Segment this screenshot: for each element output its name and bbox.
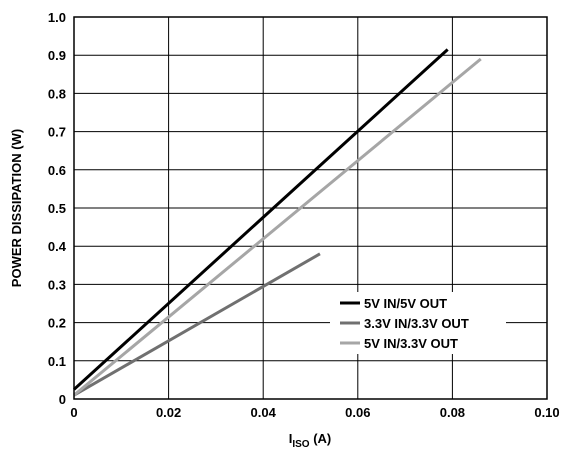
y-tick-label: 0.1 bbox=[48, 354, 66, 369]
series-line-2 bbox=[73, 252, 321, 397]
y-tick-label: 0.8 bbox=[48, 86, 66, 101]
x-axis-label-subscript: ISO bbox=[292, 439, 309, 450]
x-axis-label-unit: (A) bbox=[310, 431, 332, 446]
x-tick-label: 0.02 bbox=[156, 405, 181, 420]
y-tick-label: 0.3 bbox=[48, 277, 66, 292]
plot-frame bbox=[73, 16, 548, 400]
legend-entry: 5V IN/5V OUT bbox=[340, 296, 447, 311]
x-axis-label-main: I bbox=[289, 431, 293, 446]
series-line-3 bbox=[73, 57, 482, 397]
x-tick-label: 0.04 bbox=[251, 405, 277, 420]
x-axis-label: IISO (A) bbox=[289, 431, 332, 450]
y-tick-label: 0.5 bbox=[48, 201, 66, 216]
legend-label-series-1: 5V IN/5V OUT bbox=[364, 296, 447, 311]
legend-label-series-3: 5V IN/3.3V OUT bbox=[364, 336, 458, 351]
y-tick-label: 0.9 bbox=[48, 48, 66, 63]
legend-label-series-2: 3.3V IN/3.3V OUT bbox=[364, 316, 469, 331]
y-tick-label: 0.2 bbox=[48, 316, 66, 331]
y-tick-labels: 0 0.1 0.2 0.3 0.4 0.5 0.6 0.7 0.8 0.9 1.0 bbox=[48, 10, 67, 407]
series-layer bbox=[72, 48, 482, 397]
legend-entry: 3.3V IN/3.3V OUT bbox=[340, 316, 469, 331]
y-tick-label: 0.7 bbox=[48, 125, 66, 140]
y-tick-label: 1.0 bbox=[48, 10, 66, 25]
y-tick-label: 0.6 bbox=[48, 163, 66, 178]
legend-entry: 5V IN/3.3V OUT bbox=[340, 336, 458, 351]
x-tick-label: 0.06 bbox=[345, 405, 370, 420]
x-tick-label: 0.08 bbox=[440, 405, 465, 420]
y-axis-label: POWER DISSIPATION (W) bbox=[9, 129, 24, 287]
legend: 5V IN/5V OUT 3.3V IN/3.3V OUT 5V IN/3.3V… bbox=[330, 292, 506, 354]
x-tick-label: 0 bbox=[70, 405, 77, 420]
series-line-1 bbox=[72, 48, 449, 391]
y-tick-label: 0 bbox=[59, 392, 66, 407]
y-tick-label: 0.4 bbox=[48, 239, 67, 254]
x-tick-label: 0.10 bbox=[534, 405, 559, 420]
x-tick-labels: 0 0.02 0.04 0.06 0.08 0.10 bbox=[70, 405, 559, 420]
